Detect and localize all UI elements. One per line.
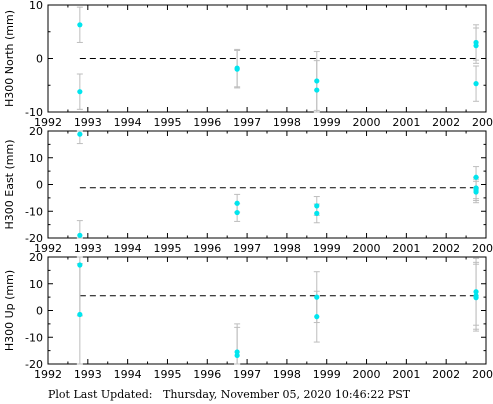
x-tick-label: 2003 (472, 242, 493, 255)
y-tick-label: -20 (25, 358, 43, 371)
x-tick-label: 2001 (392, 116, 420, 129)
panel-2: 1992 1993 1994 1995 1996 1997 1998 1999 2000 2001… (3, 125, 493, 255)
x-tick-label: 1999 (313, 116, 341, 129)
y-tick-label: -10 (25, 106, 43, 119)
data-point (473, 189, 479, 195)
data-point (473, 81, 479, 87)
x-tick-label: 1994 (114, 242, 142, 255)
y-tick-label: 10 (29, 0, 43, 12)
plot-frame (47, 256, 487, 365)
footer-value: Thursday, November 05, 2020 10:46:22 PST (162, 388, 411, 401)
data-point (234, 66, 240, 72)
y-tick-label: 0 (36, 305, 43, 318)
x-tick-label: 1998 (273, 242, 301, 255)
x-tick-label: 1996 (193, 368, 221, 381)
x-tick-label: 1994 (114, 116, 142, 129)
data-point (77, 131, 83, 137)
x-tick-label: 1993 (74, 116, 102, 129)
plot-frame (47, 130, 487, 239)
x-tick-label: 1999 (313, 368, 341, 381)
x-tick-label: 1993 (74, 368, 102, 381)
data-point (77, 22, 83, 28)
footer-label: Plot Last Updated: (48, 388, 153, 401)
x-tick-label: 1994 (114, 368, 142, 381)
y-tick-label: 10 (29, 152, 43, 165)
y-tick-label: 0 (36, 53, 43, 66)
y-axis-label: H300 North (mm) (3, 10, 16, 107)
y-tick-label: 0 (36, 179, 43, 192)
data-point (473, 295, 479, 301)
x-tick-label: 1995 (153, 368, 181, 381)
data-point (234, 200, 240, 206)
data-point (473, 174, 479, 180)
data-point (77, 311, 83, 318)
x-tick-label: 2000 (353, 368, 381, 381)
x-tick-label: 1995 (153, 116, 181, 129)
x-tick-label: 2003 (472, 116, 493, 129)
x-tick-label: 1997 (233, 368, 261, 381)
x-tick-label: 1992 (34, 368, 62, 381)
x-tick-label: 1996 (193, 242, 221, 255)
y-axis-label: H300 East (mm) (3, 139, 16, 229)
x-tick-label: 1998 (273, 116, 301, 129)
data-point (77, 232, 83, 238)
x-tick-label: 2002 (432, 368, 460, 381)
panel-1: 1992 1993 1994 1995 1996 1997 1998 1999 2000 2001… (3, 0, 493, 129)
x-tick-label: 2002 (432, 116, 460, 129)
x-tick-label: 1997 (233, 116, 261, 129)
y-tick-label: -20 (25, 232, 43, 245)
x-tick-label: 1993 (74, 242, 102, 255)
data-point (314, 294, 320, 300)
x-tick-label: 2000 (353, 242, 381, 255)
x-tick-label: 1997 (233, 242, 261, 255)
x-tick-label: 1996 (193, 116, 221, 129)
panel-3: 1992 1993 1994 1995 1996 1997 1998 1999 2000 2001… (3, 251, 493, 381)
data-point (77, 262, 83, 268)
y-tick-label: 20 (29, 125, 43, 138)
data-point (473, 43, 479, 49)
y-tick-label: -10 (25, 331, 43, 344)
data-point (314, 87, 320, 93)
x-tick-label: 1992 (34, 242, 62, 255)
data-point (473, 289, 479, 295)
data-point (77, 89, 83, 95)
y-axis-label: H300 Up (mm) (3, 270, 16, 351)
data-point (234, 352, 240, 359)
x-tick-label: 1992 (34, 116, 62, 129)
x-tick-label: 2003 (472, 368, 493, 381)
y-tick-label: 10 (29, 278, 43, 291)
y-tick-label: 20 (29, 251, 43, 264)
data-point (314, 203, 320, 209)
data-point (314, 210, 320, 216)
x-tick-label: 1998 (273, 368, 301, 381)
y-tick-label: -10 (25, 205, 43, 218)
x-tick-label: 2001 (392, 368, 420, 381)
x-tick-label: 2001 (392, 242, 420, 255)
x-tick-label: 1999 (313, 242, 341, 255)
data-point (314, 314, 320, 320)
data-point (314, 78, 320, 84)
x-tick-label: 2002 (432, 242, 460, 255)
data-point (234, 209, 240, 216)
x-tick-label: 2000 (353, 116, 381, 129)
x-tick-label: 1995 (153, 242, 181, 255)
plot-updated-footer: Plot Last Updated: Thursday, November 05… (48, 388, 410, 401)
